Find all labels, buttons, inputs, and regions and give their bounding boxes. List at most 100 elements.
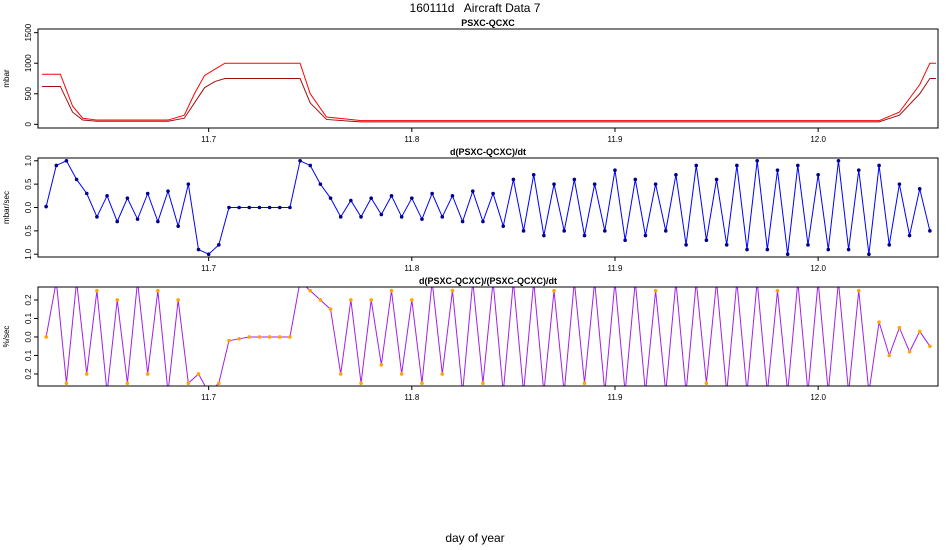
data-point [257,335,262,339]
data-point [145,191,150,196]
y-tick-label: 1.0 [24,155,33,167]
data-point [745,391,749,395]
data-point [84,191,89,196]
data-point [735,280,739,284]
data-point [410,298,414,302]
data-point [95,215,99,219]
data-point [897,325,902,330]
data-point [704,381,709,386]
data-point [847,391,851,395]
data-point [816,280,820,284]
data-point [54,280,58,284]
data-point [461,391,465,395]
data-point [166,391,170,395]
data-point [176,298,180,302]
data-point [288,335,292,339]
data-point [440,215,445,219]
data-point [196,247,201,252]
data-point [592,182,597,186]
x-tick-label: 11.7 [201,135,217,144]
data-point [217,243,221,247]
data-point [837,280,841,284]
data-point [481,381,485,386]
x-tick-label: 11.9 [607,135,623,144]
data-point [735,163,739,168]
data-point [399,372,404,376]
x-tick-label: 11.7 [201,264,217,273]
data-point [389,194,394,198]
data-point [806,243,810,247]
plot-area [44,280,932,395]
data-point [674,280,678,284]
y-tick-label: 1000 [24,54,33,72]
data-point [359,215,363,219]
data-point [786,391,790,395]
data-point [440,372,445,376]
data-point [877,320,881,324]
data-point [156,288,160,293]
data-point [603,229,607,233]
data-point [522,391,526,395]
series-line [45,160,931,255]
data-point [186,381,191,386]
data-point [267,205,272,210]
data-point [694,163,699,168]
data-point [298,280,302,284]
y-tick-label: 0.2 [24,294,33,306]
data-point [135,217,140,221]
data-point [796,163,800,168]
data-point [856,288,861,293]
data-point [136,280,140,284]
x-axis-label: day of year [445,531,504,545]
data-point [887,353,892,358]
data-point [328,307,333,312]
y-axis-label: %/sec [2,326,11,348]
panel-title: d(PSXC-QCXC)/(PSXC-QCXC)/dt [419,276,557,286]
data-point [257,205,262,210]
data-point [491,191,495,196]
data-point [75,280,79,284]
series-line [42,78,936,123]
data-point [653,182,658,186]
data-point [44,204,48,209]
data-point [369,196,373,200]
data-point [644,391,648,395]
data-point [450,194,455,198]
data-point [64,159,69,163]
plot-area [42,62,936,123]
data-point [115,298,120,302]
data-point [562,391,566,395]
data-point [674,173,678,177]
series-line [45,287,931,386]
data-point [84,372,89,376]
y-tick-label: 0.5 [24,178,33,190]
data-point [775,288,780,293]
x-tick-label: 11.8 [404,135,420,144]
data-point [582,233,587,238]
data-point [928,229,932,233]
data-point [572,177,577,182]
data-point [633,177,638,182]
data-point [633,280,637,284]
data-point [115,219,120,224]
data-point [928,344,932,349]
x-tick-label: 12.0 [810,264,826,273]
data-point [95,288,99,293]
data-point [481,219,485,224]
data-point [105,391,109,395]
data-point [766,391,770,395]
data-point [552,182,556,186]
data-point [542,391,546,395]
data-point [227,205,231,210]
data-point [715,280,719,284]
data-point [521,229,526,233]
data-point [389,288,394,293]
x-tick-label: 12.0 [810,135,826,144]
plot-frame [37,157,939,258]
panel-title: d(PSXC-QCXC)/dt [450,147,526,157]
data-point [247,335,252,339]
data-point [877,163,881,168]
data-point [755,280,759,284]
data-point [724,243,729,247]
data-point [653,288,658,293]
